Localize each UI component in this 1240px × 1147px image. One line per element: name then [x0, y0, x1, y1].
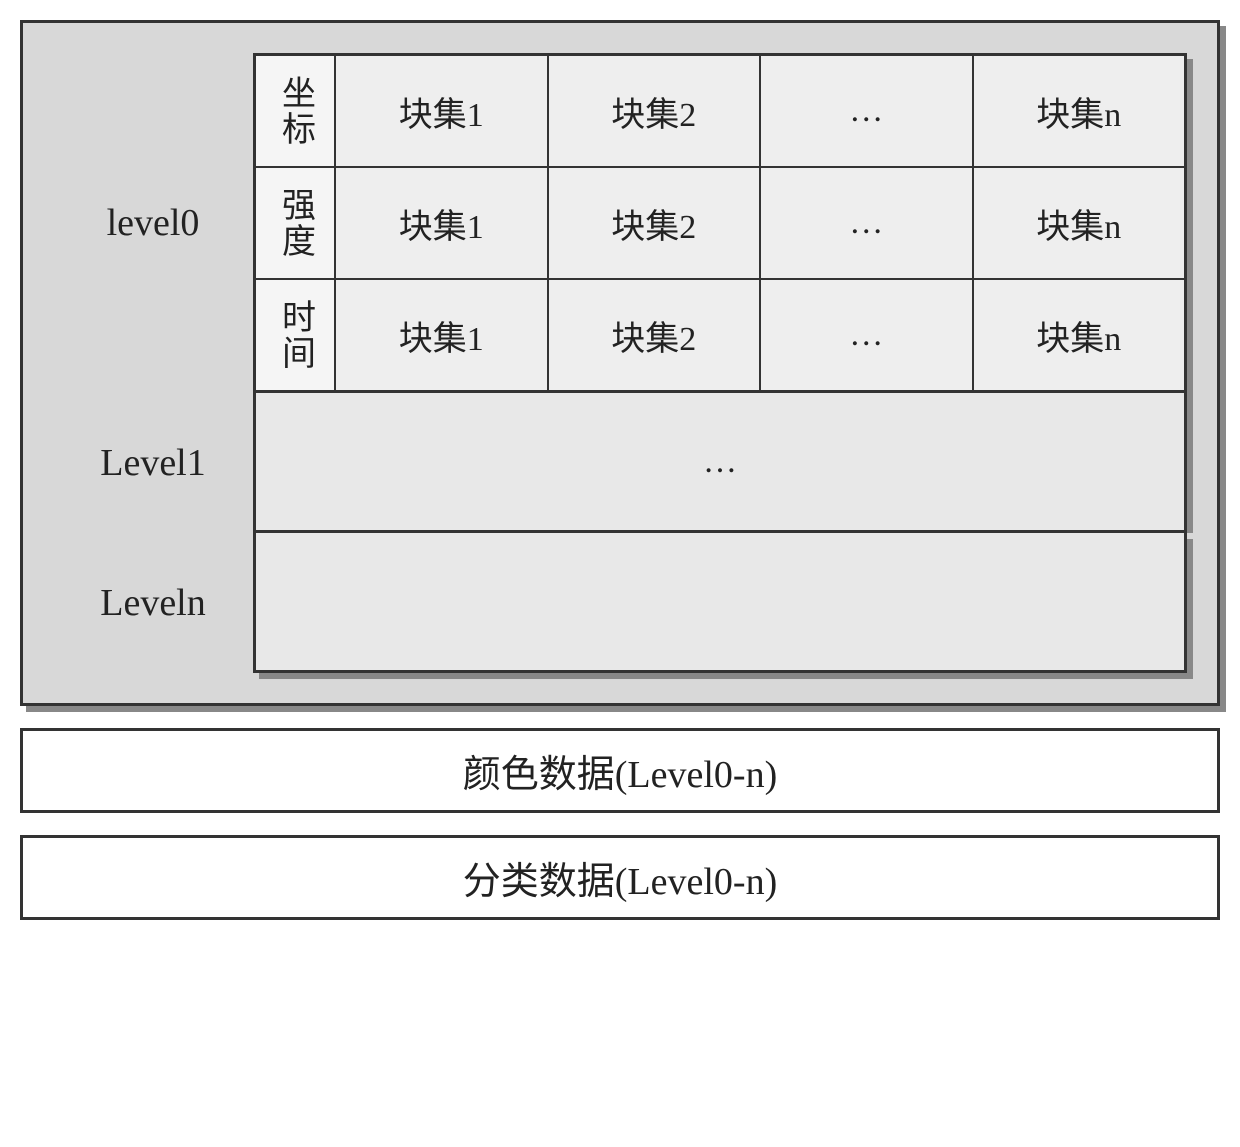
bar-text-en: (Level0-n): [615, 861, 777, 903]
level1-row: Level1 …: [53, 393, 1187, 533]
row-label-time: 时间: [256, 280, 336, 390]
color-data-bar: 颜色数据(Level0-n): [20, 728, 1220, 813]
cell: 块集1: [336, 56, 549, 166]
cell: 块集1: [336, 168, 549, 278]
leveln-label: Leveln: [53, 533, 253, 673]
bar-text-cn: 分类数据: [463, 861, 615, 903]
bar-text-en: (Level0-n): [615, 754, 777, 796]
grid-row: 强度 块集1 块集2 … 块集n: [256, 168, 1184, 280]
cell: 块集2: [549, 168, 762, 278]
cell: 块集1: [336, 280, 549, 390]
bar-text-cn: 颜色数据: [463, 754, 615, 796]
level0-row: level0 坐标 块集1 块集2 … 块集n 强度 块集1 块集2 … 块集n: [53, 53, 1187, 393]
grid-row: 坐标 块集1 块集2 … 块集n: [256, 56, 1184, 168]
class-data-bar: 分类数据(Level0-n): [20, 835, 1220, 920]
cell: …: [761, 168, 974, 278]
cell: 块集2: [549, 56, 762, 166]
level0-label: level0: [53, 53, 253, 393]
cell: 块集n: [974, 280, 1185, 390]
level1-content: …: [253, 393, 1187, 533]
level0-grid: 坐标 块集1 块集2 … 块集n 强度 块集1 块集2 … 块集n 时间 块集1…: [253, 53, 1187, 393]
level1-label: Level1: [53, 393, 253, 533]
diagram-root: level0 坐标 块集1 块集2 … 块集n 强度 块集1 块集2 … 块集n: [20, 20, 1220, 920]
leveln-content: [253, 533, 1187, 673]
cell: 块集2: [549, 280, 762, 390]
leveln-row: Leveln: [53, 533, 1187, 673]
cell: 块集n: [974, 56, 1185, 166]
cell: 块集n: [974, 168, 1185, 278]
cell: …: [761, 280, 974, 390]
main-container: level0 坐标 块集1 块集2 … 块集n 强度 块集1 块集2 … 块集n: [20, 20, 1220, 706]
grid-row: 时间 块集1 块集2 … 块集n: [256, 280, 1184, 390]
cell: …: [761, 56, 974, 166]
row-label-intensity: 强度: [256, 168, 336, 278]
row-label-coord: 坐标: [256, 56, 336, 166]
